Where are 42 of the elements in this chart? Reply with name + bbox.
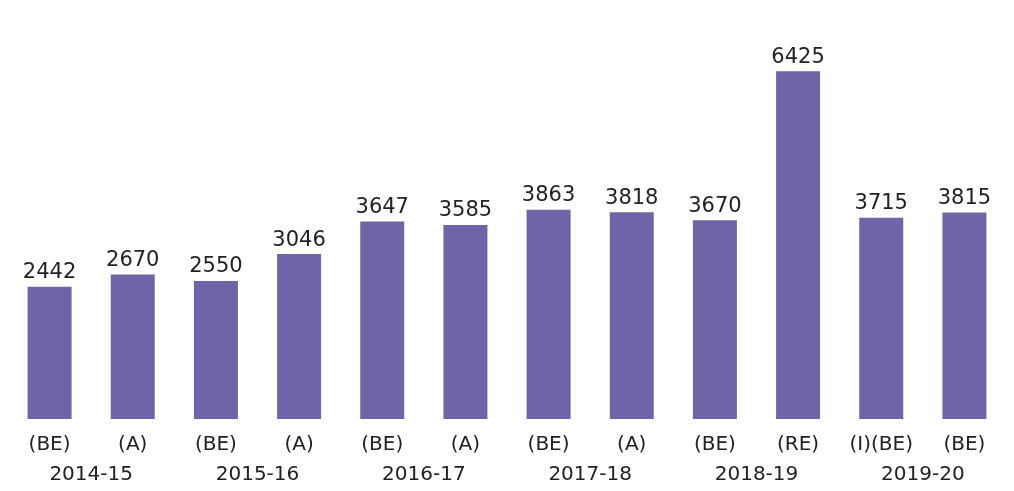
data-label: 3715 (854, 190, 908, 215)
bar (277, 254, 322, 419)
x-tick-label: (A) (617, 431, 647, 455)
x-tick-label: (BE) (361, 431, 404, 455)
text: 2014-15 (49, 461, 133, 485)
x-tick-label: (BE) (28, 431, 71, 455)
data-label: 3046 (272, 226, 326, 251)
bar (692, 220, 737, 419)
bar (526, 209, 571, 419)
data-label: 3585 (438, 197, 493, 222)
x-tick-label: (A) (284, 431, 314, 455)
x-tick-label: (BE) (693, 431, 736, 455)
bar (443, 224, 488, 419)
data-label: 3647 (355, 194, 409, 219)
text: 2015-16 (215, 461, 300, 485)
bar (193, 280, 238, 419)
x-tick-label: (BE) (943, 431, 986, 455)
x-tick-label: (A) (450, 431, 481, 455)
data-label: 3670 (688, 192, 742, 217)
x-tick-label: (A) (118, 431, 148, 455)
bar (859, 217, 904, 419)
text: 2017-18 (548, 461, 632, 485)
text: 2016-17 (382, 461, 466, 485)
bar (110, 274, 155, 419)
x-tick-label: (I)(BE) (849, 431, 913, 455)
data-label: 2442 (22, 259, 77, 284)
bar (942, 212, 987, 419)
data-label: 2670 (106, 246, 160, 271)
bar (27, 286, 72, 419)
x-tick-label: (BE) (194, 431, 237, 455)
data-label: 3863 (521, 182, 576, 207)
bar (609, 212, 654, 419)
x-tick-label: (BE) (527, 431, 570, 455)
text: 2018-19 (714, 461, 799, 485)
data-label: 3815 (937, 184, 992, 209)
data-label: 3818 (605, 184, 659, 209)
data-label: 6425 (771, 43, 825, 68)
bar (360, 221, 405, 419)
bar (776, 71, 821, 419)
data-label: 2550 (189, 253, 243, 278)
x-tick-label: (RE) (777, 431, 820, 455)
text: 2019-20 (881, 461, 965, 485)
